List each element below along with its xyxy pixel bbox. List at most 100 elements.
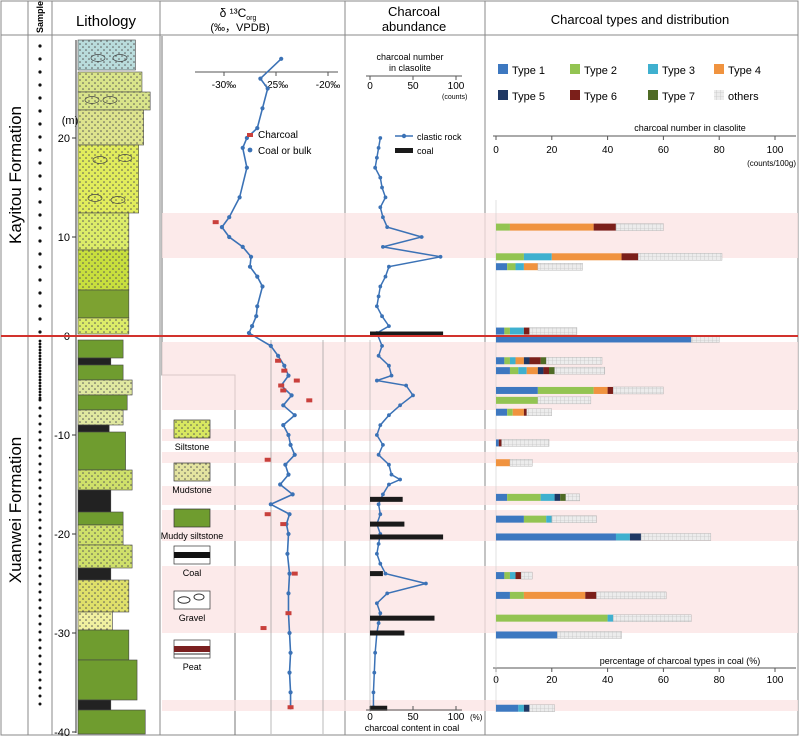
- gravel-clast-6: [87, 194, 103, 202]
- d13c-charcoal-point-0: [212, 220, 219, 225]
- lith-legend-gravel-2: [193, 593, 205, 601]
- types-top-tick-label-1: 20: [546, 145, 558, 156]
- types-bar-16-seg-0: [496, 591, 510, 599]
- sample-dot-21: [38, 317, 42, 321]
- sample-dot-5: [38, 109, 42, 113]
- types-bar-9-seg-7: [526, 408, 553, 416]
- lith-bed-15: [77, 424, 110, 433]
- d13c-bulk-point-19: [249, 324, 255, 329]
- d13c-bulk-point-11: [227, 234, 232, 240]
- types-bar-9-seg-5: [523, 408, 527, 416]
- abund-clastic-point-13: [387, 264, 391, 269]
- d13c-bulk-point-43: [286, 591, 291, 596]
- abund-clastic-point-4: [378, 175, 383, 180]
- abund-clastic-point-17: [374, 304, 379, 309]
- depth-tick-label-5: -30: [54, 628, 70, 640]
- d13c-charcoal-point-11: [285, 611, 292, 616]
- sample-dots: [38, 44, 42, 706]
- sample-dot-41: [38, 393, 42, 397]
- d13c-bulk-point-2: [265, 86, 270, 91]
- abund-clastic-point-53: [373, 650, 378, 655]
- types-legend-label-4: Type 5: [512, 91, 545, 103]
- abund-top-tick-label-0: 0: [367, 81, 373, 92]
- abund-legend-clastic-label: clastic rock: [417, 132, 462, 142]
- sample-dot-37: [38, 381, 42, 385]
- abund-clastic-point-55: [371, 690, 376, 695]
- abund-clastic-point-50: [378, 611, 383, 616]
- types-bar-6-seg-2: [518, 367, 527, 375]
- abundance-header-line1: Charcoal: [388, 4, 440, 19]
- types-bar-7-seg-3: [593, 386, 608, 394]
- d13c-bulk-point-18: [254, 314, 259, 319]
- sample-dot-29: [38, 357, 42, 361]
- types-bar-14-seg-4: [629, 533, 642, 541]
- sample-dot-78: [38, 678, 42, 682]
- d13c-bulk-point-12: [240, 244, 245, 249]
- highlight-band-0: [162, 213, 798, 258]
- abund-clastic-point-18: [380, 314, 384, 319]
- sample-dot-30: [38, 360, 42, 364]
- lith-bed-25: [77, 629, 130, 661]
- abund-coal-bar-5: [370, 615, 435, 621]
- abund-bottom-unit: (%): [470, 713, 483, 722]
- gravel-clast-4: [92, 156, 108, 164]
- abund-clastic-point-2: [374, 155, 379, 160]
- types-legend-label-5: Type 6: [584, 91, 617, 103]
- sample-dot-39: [38, 387, 42, 391]
- d13c-tick-label-0: -30‰: [212, 80, 236, 91]
- types-bar-5-seg-5: [529, 357, 541, 365]
- sample-dot-75: [38, 654, 42, 658]
- sample-dot-6: [38, 122, 42, 126]
- types-bar-0-seg-5: [593, 223, 616, 231]
- lith-bed-texture-21: [78, 545, 133, 568]
- d13c-charcoal-point-8: [264, 512, 271, 517]
- d13c-bulk-point-13: [248, 254, 254, 259]
- types-bar-8-seg-7: [537, 396, 592, 405]
- abund-bottom-title: charcoal content in coal: [365, 723, 460, 733]
- abund-top-tick-label-2: 100: [448, 81, 465, 92]
- types-bar-1-seg-3: [551, 253, 622, 261]
- sample-dot-23: [38, 339, 42, 343]
- abund-clastic-point-44: [374, 551, 379, 556]
- types-bar-8-seg-1: [496, 396, 538, 404]
- types-bar-2-seg-2: [515, 263, 524, 271]
- types-bottom-tick-label-1: 20: [546, 675, 558, 686]
- abund-clastic-point-33: [376, 452, 381, 457]
- sample-dot-60: [38, 534, 42, 538]
- lith-bed-19: [77, 511, 124, 526]
- d13c-bulk-point-31: [288, 442, 293, 447]
- d13c-bulk-point-0: [279, 56, 284, 61]
- types-top-unit: (counts/100g): [747, 159, 796, 168]
- sample-dot-8: [38, 148, 42, 152]
- types-bar-4-seg-0: [496, 335, 692, 343]
- types-bar-5-seg-2: [509, 357, 516, 365]
- sample-dot-63: [38, 558, 42, 562]
- types-top-title: charcoal number in clasolite: [634, 123, 746, 133]
- lith-bed-texture-14: [78, 410, 124, 425]
- types-bottom-tick-label-4: 80: [714, 675, 726, 686]
- d13c-tick-label-2: -20‰: [316, 80, 340, 91]
- types-legend-label-1: Type 2: [584, 65, 617, 77]
- types-bar-6-seg-1: [509, 367, 519, 375]
- abund-legend-clastic-marker: [401, 133, 407, 139]
- lith-bed-texture-5: [78, 213, 129, 250]
- types-bar-3-seg-0: [496, 327, 505, 335]
- types-bottom-tick-label-5: 100: [767, 675, 784, 686]
- sample-dot-26: [38, 348, 42, 352]
- sample-dot-77: [38, 670, 42, 674]
- types-legend-label-6: Type 7: [662, 91, 695, 103]
- d13c-header: δ ¹³Corg: [220, 6, 257, 22]
- abund-legend-coal-marker: [395, 148, 413, 153]
- depth-tick-label-1: 10: [58, 232, 70, 244]
- types-legend-label-7: others: [728, 91, 759, 103]
- lith-bed-9: [77, 339, 124, 359]
- d13c-bulk-point-16: [260, 284, 265, 289]
- sample-dot-58: [38, 518, 42, 522]
- sample-dot-67: [38, 590, 42, 594]
- abund-clastic-point-19: [387, 324, 391, 328]
- types-legend-swatch-4: [498, 90, 508, 100]
- abund-clastic-point-29: [387, 413, 391, 418]
- sample-dot-19: [38, 291, 42, 295]
- lith-bed-7: [77, 289, 130, 319]
